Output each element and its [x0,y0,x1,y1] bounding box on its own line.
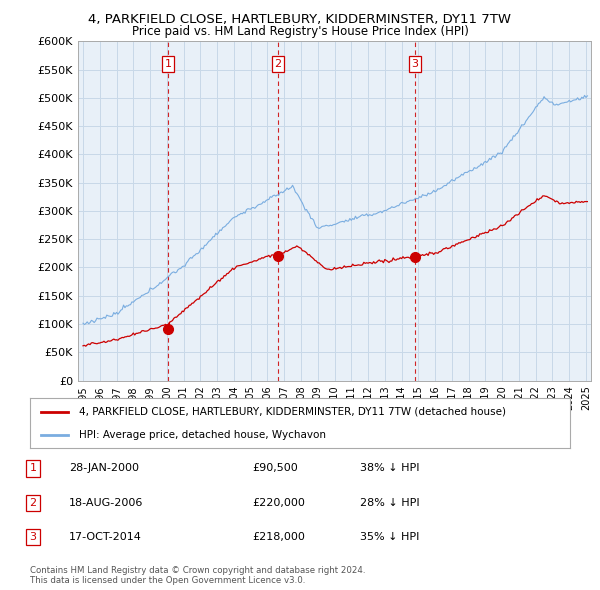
Text: £218,000: £218,000 [252,532,305,542]
Text: 28% ↓ HPI: 28% ↓ HPI [360,498,419,507]
Text: 28-JAN-2000: 28-JAN-2000 [69,464,139,473]
Text: 4, PARKFIELD CLOSE, HARTLEBURY, KIDDERMINSTER, DY11 7TW: 4, PARKFIELD CLOSE, HARTLEBURY, KIDDERMI… [89,13,511,26]
Text: 2: 2 [29,498,37,507]
Text: 4, PARKFIELD CLOSE, HARTLEBURY, KIDDERMINSTER, DY11 7TW (detached house): 4, PARKFIELD CLOSE, HARTLEBURY, KIDDERMI… [79,407,506,417]
Text: HPI: Average price, detached house, Wychavon: HPI: Average price, detached house, Wych… [79,430,326,440]
Text: 3: 3 [29,532,37,542]
Text: 2: 2 [274,59,281,69]
Text: 38% ↓ HPI: 38% ↓ HPI [360,464,419,473]
Text: This data is licensed under the Open Government Licence v3.0.: This data is licensed under the Open Gov… [30,576,305,585]
Text: Contains HM Land Registry data © Crown copyright and database right 2024.: Contains HM Land Registry data © Crown c… [30,566,365,575]
Text: Price paid vs. HM Land Registry's House Price Index (HPI): Price paid vs. HM Land Registry's House … [131,25,469,38]
Text: 1: 1 [29,464,37,473]
Text: 17-OCT-2014: 17-OCT-2014 [69,532,142,542]
Text: 18-AUG-2006: 18-AUG-2006 [69,498,143,507]
Text: 3: 3 [412,59,418,69]
Text: 1: 1 [164,59,172,69]
Text: £220,000: £220,000 [252,498,305,507]
Text: 35% ↓ HPI: 35% ↓ HPI [360,532,419,542]
Text: £90,500: £90,500 [252,464,298,473]
